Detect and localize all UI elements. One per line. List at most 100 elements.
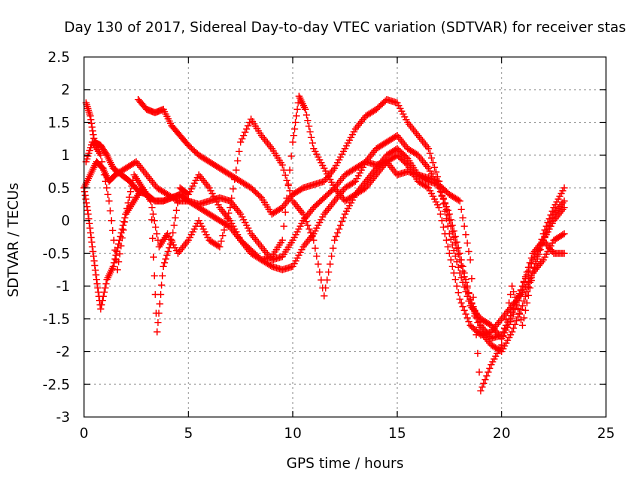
data-point <box>174 199 182 207</box>
x-tick-label: 25 <box>597 426 615 442</box>
data-point <box>228 194 236 202</box>
data-point <box>444 222 452 230</box>
x-tick-label: 5 <box>184 426 193 442</box>
data-point <box>280 166 288 174</box>
data-point <box>216 243 224 251</box>
data-point <box>158 281 166 289</box>
data-point <box>456 295 464 303</box>
data-point <box>99 292 107 300</box>
data-point <box>460 306 468 314</box>
y-tick-label: -0.5 <box>43 246 70 262</box>
data-point <box>311 244 319 252</box>
data-point <box>283 194 291 202</box>
data-point <box>457 299 465 307</box>
data-point <box>462 310 470 318</box>
data-point <box>162 255 170 263</box>
data-point <box>304 117 312 125</box>
data-point <box>118 225 126 233</box>
data-point <box>340 214 348 222</box>
data-point <box>122 210 130 218</box>
data-point <box>465 297 473 305</box>
data-point <box>530 263 538 271</box>
data-point <box>438 217 446 225</box>
data-point <box>474 349 482 357</box>
data-point <box>116 233 124 241</box>
data-point <box>515 310 523 318</box>
data-point <box>518 302 526 310</box>
data-point <box>517 287 525 295</box>
data-point <box>334 229 342 237</box>
data-point <box>287 152 295 160</box>
data-point <box>560 197 568 205</box>
data-point <box>463 314 471 322</box>
data-point <box>486 364 494 372</box>
data-point <box>451 252 459 260</box>
y-tick-label: 2.5 <box>48 50 70 66</box>
data-point <box>325 268 333 276</box>
data-point <box>541 226 549 234</box>
data-point <box>305 122 313 130</box>
data-point <box>423 183 431 191</box>
data-point <box>123 204 131 212</box>
data-point <box>101 177 109 185</box>
data-point <box>438 192 446 200</box>
data-point <box>480 379 488 387</box>
data-point <box>229 185 237 193</box>
data-point <box>428 154 436 162</box>
data-point <box>466 256 474 264</box>
data-point <box>281 208 289 216</box>
data-point <box>148 216 156 224</box>
data-point <box>156 300 164 308</box>
data-point <box>454 244 462 252</box>
data-point <box>128 182 136 190</box>
data-point <box>115 258 123 266</box>
data-point <box>113 266 121 274</box>
data-point <box>323 276 331 284</box>
data-point <box>508 315 516 323</box>
data-point <box>505 299 513 307</box>
data-point <box>316 268 324 276</box>
data-point <box>119 226 127 234</box>
data-point <box>463 239 471 247</box>
data-point <box>306 128 314 136</box>
data-point <box>237 138 245 146</box>
data-point <box>515 291 523 299</box>
data-point <box>246 118 254 126</box>
x-tick-label: 15 <box>388 426 406 442</box>
data-point <box>453 238 461 246</box>
data-point <box>313 252 321 260</box>
data-point <box>521 306 529 314</box>
data-point <box>287 192 295 200</box>
data-point <box>326 260 334 268</box>
data-point <box>286 166 294 174</box>
data-point <box>150 272 158 280</box>
data-point <box>508 328 516 336</box>
data-point <box>444 243 452 251</box>
y-tick-label: -2 <box>56 345 70 361</box>
data-point <box>105 197 113 205</box>
data-point <box>234 157 242 165</box>
data-point <box>453 282 461 290</box>
data-point <box>448 262 456 270</box>
data-point <box>498 341 506 349</box>
data-point <box>337 221 345 229</box>
data-point <box>124 199 132 207</box>
data-point <box>450 227 458 235</box>
data-point <box>524 291 532 299</box>
data-point <box>459 278 467 286</box>
data-point <box>429 159 437 167</box>
data-point <box>426 149 434 157</box>
data-point <box>462 231 470 239</box>
data-point <box>559 231 567 239</box>
data-point <box>547 211 555 219</box>
data-point <box>484 368 492 376</box>
data-point <box>457 274 465 282</box>
data-point <box>278 236 286 244</box>
data-point <box>292 112 300 120</box>
data-point <box>447 216 455 224</box>
data-point <box>118 234 126 242</box>
data-point <box>462 288 470 296</box>
data-point <box>149 234 157 242</box>
data-point <box>430 163 438 171</box>
y-tick-label: -3 <box>56 410 70 426</box>
